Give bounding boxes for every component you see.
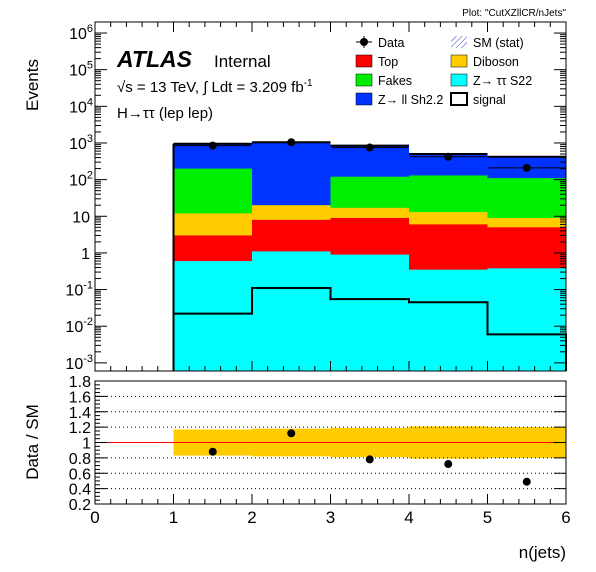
legend-label: Z→ ττ S22 <box>473 74 532 88</box>
y-tick-label: 105 <box>69 60 93 80</box>
y-tick-label: 10 <box>72 209 90 226</box>
x-axis-title: n(jets) <box>519 543 566 562</box>
ratio-y-tick-label: 1.2 <box>69 420 91 437</box>
data-point <box>287 138 296 147</box>
lumi-label: √s = 13 TeV, ∫ Ldt = 3.209 fb-1 <box>117 78 313 96</box>
y-tick-label: 106 <box>69 23 93 43</box>
main-panel: 10-3 10-2 10-1 1 10 102 103 104 105 106 <box>65 21 567 373</box>
x-tick-label: 1 <box>169 508 178 527</box>
ratio-point <box>522 477 531 486</box>
bar-ztt <box>173 261 252 371</box>
legend-label: Top <box>378 55 398 69</box>
legend-label: Z→ ll Sh2.2 <box>378 93 443 107</box>
legend-swatch <box>450 92 468 106</box>
legend-swatch <box>450 73 468 87</box>
data-point <box>208 141 217 150</box>
plot-tag: Plot: "CutXZllCR/nJets" <box>462 8 566 19</box>
y-tick-label: 10-1 <box>65 280 93 300</box>
sqrt-symbol: √ <box>117 79 126 96</box>
y-axis-title-ratio: Data / SM <box>23 404 42 480</box>
x-tick-label: 5 <box>483 508 492 527</box>
bar-ztt <box>409 269 488 371</box>
integral-symbol: ∫ <box>202 79 209 96</box>
bar-ztt <box>330 254 409 371</box>
channel-label: H→ττ (lep lep) <box>117 105 213 122</box>
legend-swatch <box>450 54 468 68</box>
y-tick-label: 102 <box>69 170 93 190</box>
legend-label: Fakes <box>378 74 412 88</box>
x-tick-label: 0 <box>90 508 99 527</box>
y-tick-label: 104 <box>69 96 93 116</box>
x-tick-label: 2 <box>247 508 256 527</box>
legend-label: SM (stat) <box>473 36 524 50</box>
data-point <box>365 143 374 152</box>
legend: Data SM (stat) Top Diboson Fakes Z→ ττ S22 Z→ … <box>355 36 532 107</box>
ratio-axes: 0.20.40.60.811.21.41.61.80 1 2 3 4 5 6 <box>69 374 571 527</box>
x-tick-label: 3 <box>326 508 335 527</box>
ratio-y-tick-label: 0.6 <box>69 466 91 483</box>
lumi-ldt: Ldt = 3.209 fb <box>207 79 303 96</box>
ratio-points <box>208 429 531 486</box>
x-tick-label: 4 <box>404 508 413 527</box>
main-axes: 10-3 10-2 10-1 1 10 102 103 104 105 106 <box>65 22 566 373</box>
ratio-y-tick-label: 0.4 <box>69 482 91 499</box>
y-tick-label: 10-2 <box>65 316 93 336</box>
legend-hatch-swatch <box>451 36 467 48</box>
ratio-y-tick-label: 1.4 <box>69 405 91 422</box>
legend-swatch <box>355 92 373 106</box>
ratio-frame <box>94 380 567 505</box>
ratio-y-tick-label: 1.6 <box>69 389 91 406</box>
atlas-label: ATLAS <box>116 46 193 72</box>
legend-swatch <box>355 73 373 87</box>
internal-label: Internal <box>214 52 271 71</box>
data-points <box>174 138 565 172</box>
legend-label: Diboson <box>473 55 519 69</box>
y-tick-label: 1 <box>81 246 90 263</box>
y-axis-title-main: Events <box>23 59 42 111</box>
ratio-y-tick-label: 1 <box>82 436 91 453</box>
ratio-point <box>365 455 374 464</box>
legend-label: Data <box>378 36 404 50</box>
lumi-s: s = 13 TeV, <box>125 79 203 96</box>
ratio-panel: 0.20.40.60.811.21.41.61.80 1 2 3 4 5 6 <box>69 374 571 527</box>
ratio-point <box>444 460 453 469</box>
legend-label: signal <box>473 93 506 107</box>
ratio-point <box>208 447 217 456</box>
data-point <box>522 163 531 172</box>
x-tick-label: 6 <box>561 508 570 527</box>
data-point <box>444 152 453 161</box>
legend-swatch <box>355 54 373 68</box>
legend-data-marker <box>360 38 368 46</box>
lumi-exponent: -1 <box>304 78 313 89</box>
stacked-histogram <box>172 141 567 371</box>
bar-ztt <box>252 251 331 371</box>
y-tick-label: 10-3 <box>65 353 93 373</box>
bar-ztt <box>487 268 566 371</box>
ratio-y-tick-label: 0.2 <box>69 497 91 514</box>
ratio-point <box>287 429 296 438</box>
signal-line <box>172 287 567 371</box>
ratio-y-tick-label: 0.8 <box>69 451 91 468</box>
ratio-y-tick-label: 1.8 <box>69 374 91 391</box>
y-tick-label: 103 <box>69 133 93 153</box>
